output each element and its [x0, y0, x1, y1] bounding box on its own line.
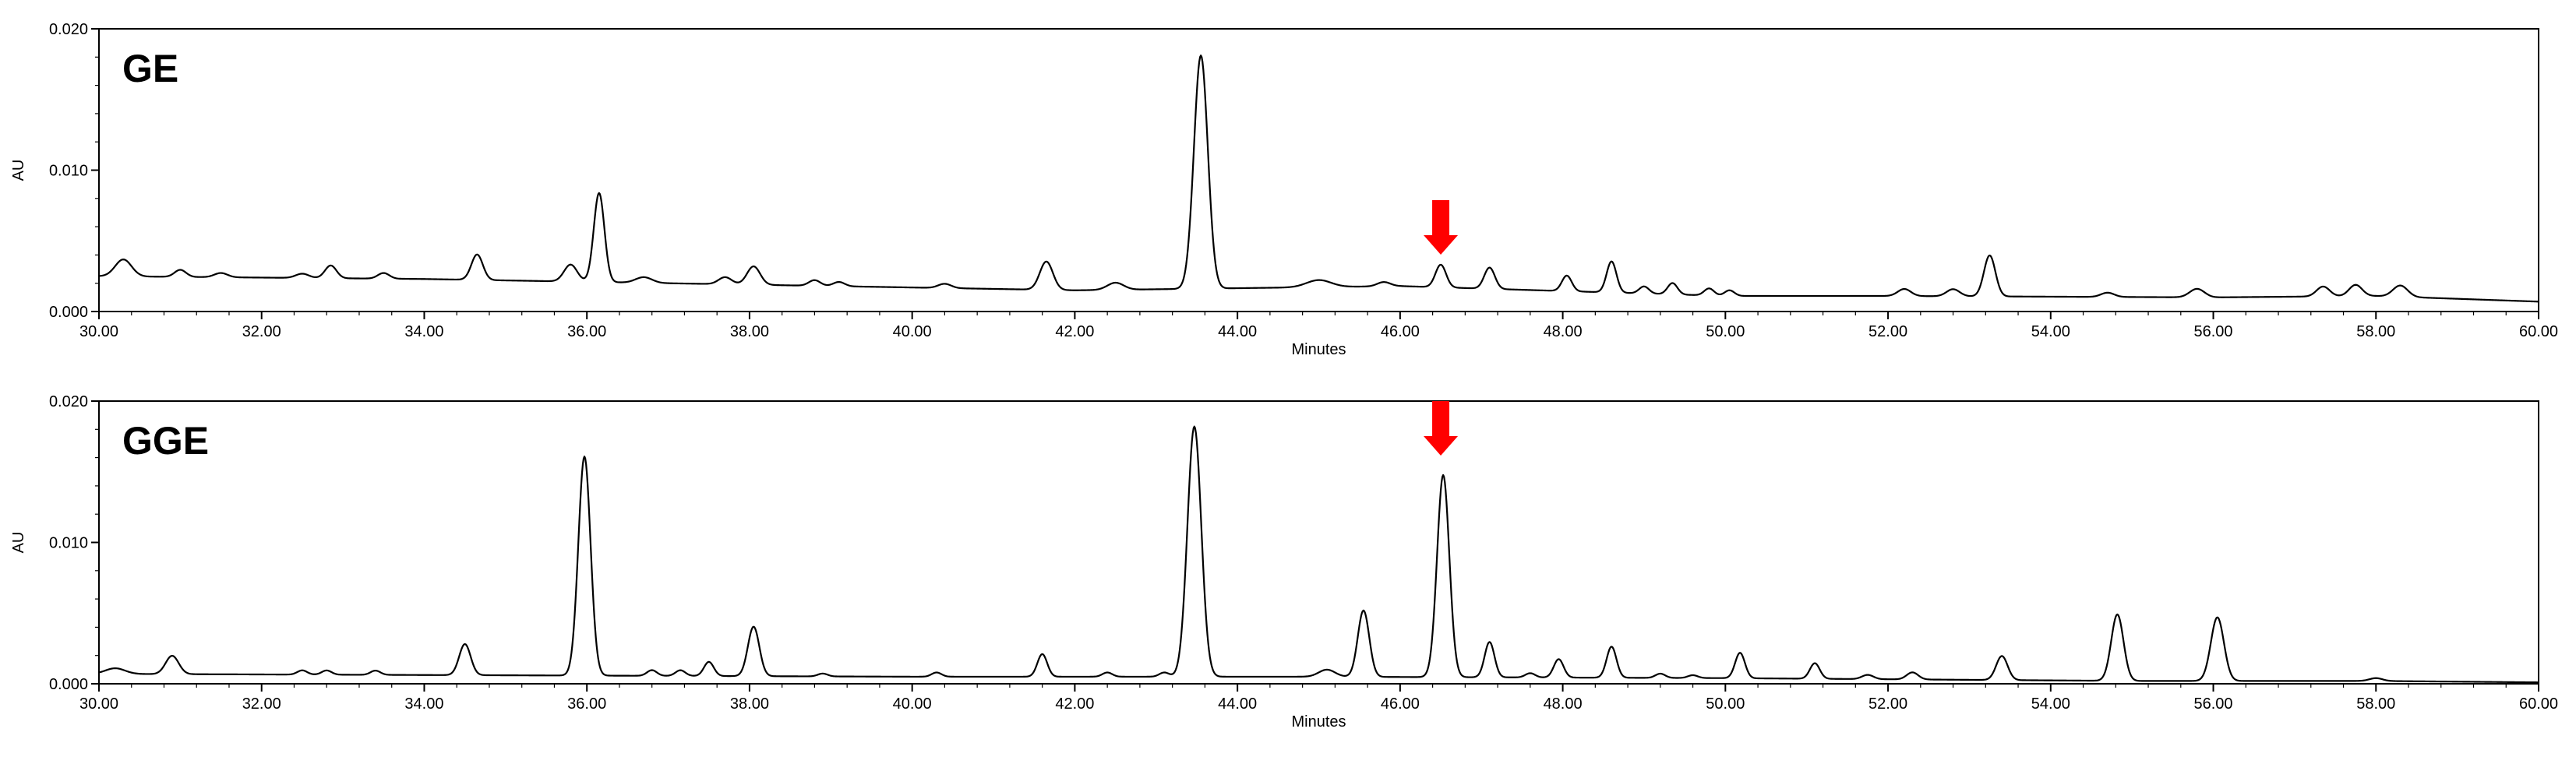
x-tick-label: 40.00 [893, 323, 932, 340]
y-tick-label: 0.010 [49, 163, 88, 180]
panel-gge: 30.00 32.00 34.00 36.00 38.00 40.00 42.00 44.00… [10, 393, 2558, 731]
x-tick-label: 58.00 [2356, 695, 2395, 713]
x-tick-label: 38.00 [730, 695, 769, 713]
x-tick-label: 32.00 [242, 323, 281, 340]
x-tick-label: 58.00 [2356, 323, 2395, 340]
plot-frame [98, 400, 2539, 685]
x-tick-label: 60.00 [2519, 323, 2558, 340]
x-tick-label: 36.00 [567, 695, 606, 713]
x-tick-label: 54.00 [2031, 695, 2070, 713]
panel-ge: 30.00 32.00 34.00 36.00 38.00 40.00 42.00 44.00… [10, 21, 2558, 358]
x-tick-label: 30.00 [79, 695, 118, 713]
x-axis-title: Minutes [1291, 713, 1346, 731]
x-tick-label: 60.00 [2519, 695, 2558, 713]
x-tick-label: 52.00 [1868, 323, 1907, 340]
x-tick-label: 40.00 [893, 695, 932, 713]
x-tick-label: 34.00 [404, 323, 443, 340]
x-tick-label: 48.00 [1544, 323, 1583, 340]
y-tick-label: 0.000 [49, 304, 88, 321]
y-axis-title: AU [10, 160, 27, 181]
y-tick-label: 0.010 [49, 535, 88, 552]
x-tick-label: 56.00 [2194, 323, 2233, 340]
y-tick-label: 0.020 [49, 393, 88, 410]
x-tick-label: 50.00 [1706, 695, 1745, 713]
x-tick-label: 46.00 [1381, 695, 1420, 713]
x-tick-label: 54.00 [2031, 323, 2070, 340]
plot-frame [98, 28, 2539, 312]
x-tick-label: 30.00 [79, 323, 118, 340]
x-tick-label: 50.00 [1706, 323, 1745, 340]
x-tick-label: 46.00 [1381, 323, 1420, 340]
x-tick-label: 42.00 [1055, 695, 1094, 713]
chromatogram-trace [98, 425, 2539, 684]
panel-label: GE [122, 47, 178, 90]
x-tick-label: 52.00 [1868, 695, 1907, 713]
x-tick-label: 32.00 [242, 695, 281, 713]
red-arrow-marker [1424, 401, 1459, 456]
x-tick-label: 38.00 [730, 323, 769, 340]
x-tick-label: 42.00 [1055, 323, 1094, 340]
x-tick-label: 34.00 [404, 695, 443, 713]
x-axis-title: Minutes [1291, 341, 1346, 358]
y-axis-title: AU [10, 532, 27, 554]
chromatogram-trace [98, 55, 2539, 303]
y-tick-label: 0.020 [49, 21, 88, 38]
red-arrow-marker [1424, 200, 1459, 255]
x-tick-label: 44.00 [1218, 695, 1257, 713]
panel-label: GGE [122, 419, 209, 463]
x-tick-label: 56.00 [2194, 695, 2233, 713]
x-tick-label: 48.00 [1544, 695, 1583, 713]
y-tick-label: 0.000 [49, 676, 88, 693]
x-tick-label: 44.00 [1218, 323, 1257, 340]
x-tick-label: 36.00 [567, 323, 606, 340]
